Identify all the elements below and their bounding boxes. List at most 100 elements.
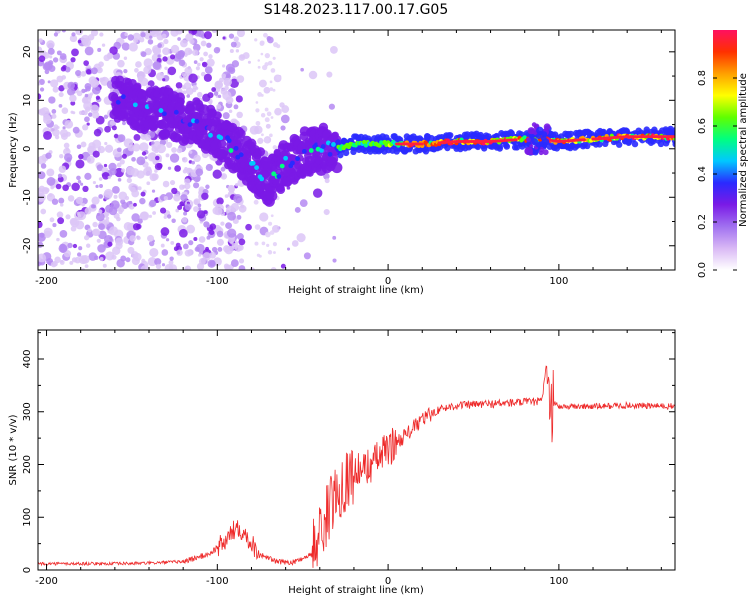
- heatmap-cell: [160, 207, 167, 214]
- top-x-tick-label: 0: [385, 276, 391, 287]
- top-x-tick-label: -200: [35, 276, 58, 287]
- heatmap-cell: [283, 155, 289, 161]
- heatmap-cell: [62, 184, 69, 192]
- heatmap-cell: [161, 249, 169, 256]
- heatmap-cell: [92, 221, 98, 228]
- heatmap-cell: [258, 254, 262, 258]
- heatmap-cell: [169, 179, 176, 186]
- heatmap-cell: [88, 76, 97, 85]
- heatmap-cell: [233, 36, 239, 42]
- heatmap-cell: [136, 235, 141, 241]
- heatmap-cell: [222, 112, 230, 120]
- heatmap-cell: [196, 91, 203, 98]
- heatmap-cell: [103, 163, 108, 168]
- heatmap-cell: [132, 102, 138, 108]
- heatmap-cell: [199, 57, 204, 62]
- heatmap-cell: [149, 199, 157, 208]
- heatmap-cell: [281, 105, 290, 114]
- heatmap-cell: [65, 214, 71, 220]
- heatmap-cell: [406, 145, 413, 153]
- heatmap-cell: [54, 256, 61, 264]
- heatmap-cell: [140, 211, 150, 221]
- colorbar-tick-label: 0.8: [697, 70, 708, 86]
- heatmap-cell: [77, 211, 87, 221]
- heatmap-cell: [249, 125, 259, 135]
- heatmap-cell: [273, 148, 281, 157]
- heatmap-cell: [122, 121, 126, 126]
- heatmap-cell: [214, 207, 223, 216]
- heatmap-cell: [174, 165, 181, 172]
- heatmap-cell: [38, 241, 44, 248]
- heatmap-cell: [80, 254, 90, 264]
- heatmap-cell: [224, 194, 229, 198]
- heatmap-cell: [254, 241, 259, 246]
- heatmap-cell: [77, 39, 82, 44]
- top-x-tick-label: 100: [549, 276, 568, 287]
- top-x-tick-label: -100: [206, 276, 229, 287]
- heatmap-cell: [230, 41, 237, 48]
- heatmap-cell: [149, 247, 159, 258]
- heatmap-cell: [447, 132, 454, 139]
- heatmap-cell: [235, 154, 241, 160]
- heatmap-cell: [496, 145, 504, 152]
- heatmap-cell: [146, 181, 151, 186]
- heatmap-cell: [206, 125, 212, 131]
- heatmap-cell: [59, 230, 68, 238]
- heatmap-cell: [245, 223, 252, 231]
- heatmap-cell: [186, 224, 196, 234]
- heatmap-cell: [70, 218, 80, 228]
- heatmap-cell: [75, 196, 84, 205]
- heatmap-cell: [280, 263, 286, 269]
- heatmap-cell: [127, 34, 135, 41]
- heatmap-cell: [543, 123, 551, 131]
- heatmap-cell: [229, 48, 234, 54]
- heatmap-cell: [157, 54, 161, 58]
- heatmap-cell: [129, 186, 136, 193]
- heatmap-cell: [133, 37, 139, 43]
- heatmap-cell: [72, 126, 80, 134]
- heatmap-cell: [98, 223, 105, 230]
- heatmap-cell: [264, 107, 269, 112]
- heatmap-cell: [191, 160, 195, 165]
- heatmap-cell: [121, 153, 127, 159]
- heatmap-cell: [38, 55, 46, 63]
- heatmap-cell: [38, 108, 46, 116]
- heatmap-cell: [97, 47, 102, 52]
- heatmap-cell: [212, 169, 222, 179]
- heatmap-cell: [615, 141, 623, 148]
- heatmap-cell: [105, 204, 114, 213]
- heatmap-cell: [71, 32, 76, 37]
- heatmap-cell: [209, 260, 216, 267]
- heatmap-cell: [80, 182, 84, 186]
- heatmap-cell: [209, 223, 217, 231]
- heatmap-cell: [76, 144, 82, 150]
- colorbar-tick-label: 0.2: [697, 214, 708, 230]
- heatmap-cell: [165, 238, 170, 242]
- heatmap-cell: [113, 194, 118, 199]
- heatmap-cell: [64, 66, 71, 73]
- heatmap-cell: [139, 197, 146, 205]
- heatmap-cell: [171, 218, 176, 223]
- colorbar-tick-label: 0.0: [697, 262, 708, 278]
- heatmap-cell: [186, 94, 191, 98]
- heatmap-cell: [151, 141, 155, 145]
- heatmap-cell: [261, 133, 264, 137]
- heatmap-cell: [75, 159, 85, 169]
- heatmap-cell: [328, 103, 335, 110]
- heatmap-cell: [213, 111, 222, 120]
- heatmap-cell: [188, 240, 194, 246]
- heatmap-cell: [202, 252, 212, 261]
- heatmap-cell: [140, 191, 146, 197]
- heatmap-cell: [53, 32, 59, 37]
- heatmap-cell: [481, 145, 488, 152]
- heatmap-cell: [567, 130, 575, 138]
- heatmap-cell: [182, 90, 187, 95]
- heatmap-cell: [155, 263, 162, 270]
- heatmap-cell: [193, 206, 199, 212]
- heatmap-cell: [271, 171, 277, 177]
- heatmap-cell: [95, 115, 105, 125]
- heatmap-cell: [228, 148, 234, 153]
- heatmap-cell: [101, 43, 106, 47]
- bottom-x-tick-label: 0: [385, 576, 391, 587]
